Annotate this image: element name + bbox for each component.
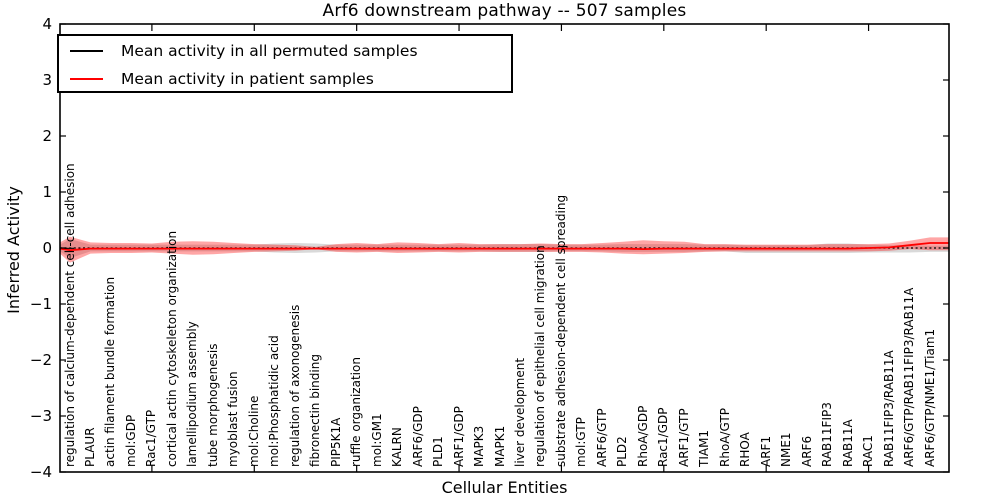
patient-samples-std-band <box>60 236 949 263</box>
std-bands-group <box>60 236 949 263</box>
x-entity-label: regulation of axonogenesis <box>287 304 302 467</box>
y-tick-label: 0 <box>42 239 52 257</box>
x-entity-label: RhoA/GDP <box>635 405 650 467</box>
x-entity-label: ARF1 <box>758 435 773 467</box>
x-entity-label: mol:GTP <box>574 417 589 467</box>
x-entity-label: Rac1/GTP <box>144 409 159 467</box>
x-entity-label: liver development <box>512 357 527 467</box>
y-tick-label: 4 <box>42 15 52 33</box>
x-entity-label: RAC1 <box>861 435 876 467</box>
x-entity-label: ARF6 <box>799 435 814 467</box>
x-entity-label: PLAUR <box>82 427 97 467</box>
x-entity-label: MAPK1 <box>492 425 507 467</box>
mean-line-patient <box>59 242 949 252</box>
x-entity-label: RAB11A <box>840 419 855 467</box>
mean-lines-group <box>59 242 949 252</box>
legend-patient-line-swatch <box>70 77 103 80</box>
legend-patient-label: Mean activity in patient samples <box>121 69 374 88</box>
x-entity-label: actin filament bundle formation <box>103 276 118 467</box>
x-entity-label: regulation of calcium-dependent cell-cel… <box>62 163 77 467</box>
y-tick-label: −4 <box>29 463 52 481</box>
x-entity-label: PIP5K1A <box>328 417 343 467</box>
x-entity-label: PLD1 <box>431 436 446 467</box>
x-entity-label: ruffle organization <box>349 357 364 467</box>
x-entity-label: RAB11FIP3/RAB11A <box>881 350 896 467</box>
x-entity-label: KALRN <box>390 427 405 467</box>
x-entity-label: PLD2 <box>615 436 630 467</box>
x-entity-label: cortical actin cytoskeleton organization <box>164 230 179 467</box>
x-entity-label: mol:Choline <box>246 395 261 467</box>
y-tick-label: −1 <box>29 295 52 313</box>
legend-box: Mean activity in all permuted samples Me… <box>57 34 513 93</box>
x-entity-label: MAPK3 <box>472 425 487 467</box>
x-axis-label: Cellular Entities <box>441 478 568 497</box>
legend-permuted-line-swatch <box>70 49 103 52</box>
y-tick-label: −2 <box>29 351 52 369</box>
x-entity-label: mol:Phosphatidic acid <box>267 335 282 467</box>
y-tick-label: −3 <box>29 407 52 425</box>
x-entity-label: regulation of epithelial cell migration <box>533 245 548 467</box>
x-entity-label: ARF6/GTP/RAB11FIP3/RAB11A <box>902 287 917 467</box>
x-entity-label: myoblast fusion <box>226 371 241 467</box>
x-entity-label: lamellipodium assembly <box>185 321 200 467</box>
x-entity-label: Rac1/GDP <box>656 407 671 467</box>
x-entity-label: ARF1/GDP <box>451 406 466 467</box>
x-entity-label: tube morphogenesis <box>205 343 220 467</box>
x-entity-label: ARF6/GTP <box>594 408 609 467</box>
x-entity-label: TIAM1 <box>697 429 712 467</box>
y-tick-label: 3 <box>42 71 52 89</box>
x-entity-label: substrate adhesion-dependent cell spread… <box>553 194 568 467</box>
x-entity-label: RHOA <box>738 432 753 467</box>
legend-item-patient: Mean activity in patient samples <box>59 65 511 92</box>
axes-frame <box>59 23 950 473</box>
x-entity-label: fibronectin binding <box>308 354 323 467</box>
y-tick-label: 2 <box>42 127 52 145</box>
x-entity-label: RhoA/GTP <box>717 408 732 467</box>
x-entity-label: NME1 <box>779 432 794 467</box>
chart-title: Arf6 downstream pathway -- 507 samples <box>322 1 687 21</box>
y-tick-label: 1 <box>42 183 52 201</box>
x-entity-label: RAB11FIP3 <box>820 402 835 467</box>
legend-item-permuted: Mean activity in all permuted samples <box>59 37 511 64</box>
x-entity-label: mol:GM1 <box>369 413 384 467</box>
x-entity-label: mol:GDP <box>123 414 138 467</box>
x-entity-label: ARF1/GTP <box>676 408 691 467</box>
legend-permuted-label: Mean activity in all permuted samples <box>121 41 418 60</box>
x-entity-label: ARF6/GTP/NME1/Tiam1 <box>922 328 937 467</box>
x-entity-label: ARF6/GDP <box>410 406 425 467</box>
